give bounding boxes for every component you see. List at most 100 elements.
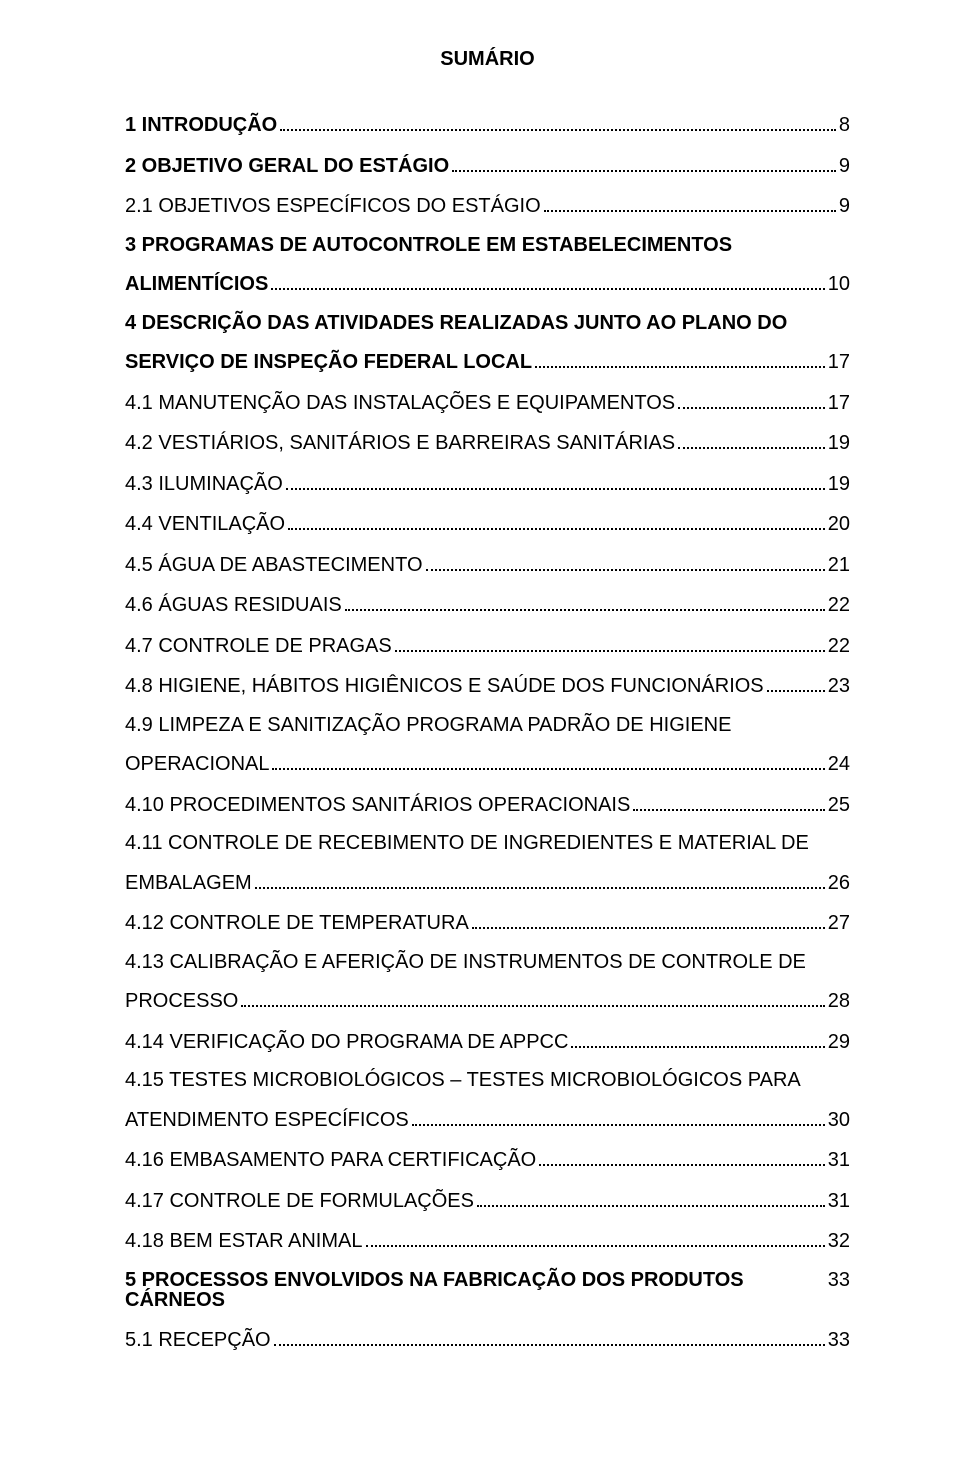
table-of-contents: 1 INTRODUÇÃO 8 2 OBJETIVO GERAL DO ESTÁGIO… [125,113,850,1350]
toc-entry-label: 4.12 CONTROLE DE TEMPERATURA [125,913,469,933]
toc-entry-label: 4.9 LIMPEZA E SANITIZAÇÃO PROGRAMA PADRÃ… [125,714,731,736]
toc-entry-page: 23 [828,676,850,696]
toc-entry-label: 4.10 PROCEDIMENTOS SANITÁRIOS OPERACIONA… [125,795,630,815]
toc-leader [255,871,825,889]
toc-entry-page: 8 [839,115,850,135]
toc-entry-page: 9 [839,196,850,216]
toc-leader [539,1148,825,1166]
toc-entry-cont-label: OPERACIONAL [125,754,269,774]
toc-leader [412,1108,825,1126]
toc-entry-label: 4.18 BEM ESTAR ANIMAL [125,1231,363,1251]
toc-entry: 4.14 VERIFICAÇÃO DO PROGRAMA DE APPCC 29 [125,1030,850,1052]
toc-entry: 4.12 CONTROLE DE TEMPERATURA27 [125,911,850,933]
toc-entry-page: 17 [828,393,850,413]
toc-leader [280,113,836,131]
toc-leader [274,1328,825,1346]
toc-entry-page: 30 [828,1110,850,1130]
toc-leader [633,793,824,811]
toc-entry-cont-label: ALIMENTÍCIOS [125,274,268,294]
toc-entry-page: 22 [828,636,850,656]
toc-entry: 2 OBJETIVO GERAL DO ESTÁGIO 9 [125,154,850,176]
toc-entry: 4.18 BEM ESTAR ANIMAL 32 [125,1229,850,1251]
toc-entry-continuation: SERVIÇO DE INSPEÇÃO FEDERAL LOCAL17 [125,350,850,372]
toc-entry: 4.8 HIGIENE, HÁBITOS HIGIÊNICOS E SAÚDE … [125,674,850,696]
toc-leader [345,593,825,611]
toc-entry: 4.11 CONTROLE DE RECEBIMENTO DE INGREDIE… [125,833,850,853]
toc-entry-page: 20 [828,514,850,534]
toc-entry: 4.4 VENTILAÇÃO20 [125,512,850,534]
toc-entry-label: 5 PROCESSOS ENVOLVIDOS NA FABRICAÇÃO DOS… [125,1270,822,1310]
toc-entry-page: 33 [828,1330,850,1350]
toc-entry-page: 10 [828,274,850,294]
toc-leader [571,1030,824,1048]
toc-entry-label: 4.14 VERIFICAÇÃO DO PROGRAMA DE APPCC [125,1032,568,1052]
toc-entry: 4.7 CONTROLE DE PRAGAS 22 [125,634,850,656]
toc-entry-page: 22 [828,595,850,615]
toc-entry-page: 29 [828,1032,850,1052]
toc-entry: 4.6 ÁGUAS RESIDUAIS 22 [125,593,850,615]
toc-entry-cont-label: ATENDIMENTO ESPECÍFICOS [125,1110,409,1130]
toc-entry: 4.9 LIMPEZA E SANITIZAÇÃO PROGRAMA PADRÃ… [125,715,850,735]
toc-entry: 4.16 EMBASAMENTO PARA CERTIFICAÇÃO 31 [125,1148,850,1170]
toc-entry-label: 4.1 MANUTENÇÃO DAS INSTALAÇÕES E EQUIPAM… [125,393,675,413]
toc-entry-cont-label: EMBALAGEM [125,873,252,893]
toc-entry-label: 2.1 OBJETIVOS ESPECÍFICOS DO ESTÁGIO [125,196,541,216]
toc-entry: 5 PROCESSOS ENVOLVIDOS NA FABRICAÇÃO DOS… [125,1270,850,1310]
toc-entry-continuation: ALIMENTÍCIOS 10 [125,272,850,294]
toc-entry-label: 4.13 CALIBRAÇÃO E AFERIÇÃO DE INSTRUMENT… [125,951,806,973]
toc-entry: 4.17 CONTROLE DE FORMULAÇÕES 31 [125,1189,850,1211]
toc-leader [535,350,825,368]
toc-entry-page: 28 [828,991,850,1011]
toc-entry-label: 4.2 VESTIÁRIOS, SANITÁRIOS E BARREIRAS S… [125,433,675,453]
toc-entry-page: 21 [828,555,850,575]
toc-entry: 4.13 CALIBRAÇÃO E AFERIÇÃO DE INSTRUMENT… [125,952,850,972]
toc-entry-page: 24 [828,754,850,774]
toc-entry-label: 3 PROGRAMAS DE AUTOCONTROLE EM ESTABELEC… [125,234,732,256]
toc-entry-continuation: EMBALAGEM 26 [125,871,850,893]
toc-entry-label: 4.6 ÁGUAS RESIDUAIS [125,595,342,615]
toc-entry: 3 PROGRAMAS DE AUTOCONTROLE EM ESTABELEC… [125,235,850,255]
toc-entry-cont-label: PROCESSO [125,991,238,1011]
toc-leader [288,512,825,530]
toc-entry: 4 DESCRIÇÃO DAS ATIVIDADES REALIZADAS JU… [125,313,850,333]
toc-entry: 4.3 ILUMINAÇÃO 19 [125,472,850,494]
toc-entry-label: 4.5 ÁGUA DE ABASTECIMENTO [125,555,423,575]
toc-leader [477,1189,825,1207]
toc-entry-page: 31 [828,1150,850,1170]
toc-entry-page: 25 [828,795,850,815]
toc-entry-label: 4 DESCRIÇÃO DAS ATIVIDADES REALIZADAS JU… [125,312,787,334]
toc-entry-label: 4.7 CONTROLE DE PRAGAS [125,636,392,656]
toc-entry-continuation: ATENDIMENTO ESPECÍFICOS 30 [125,1108,850,1130]
toc-entry-label: 1 INTRODUÇÃO [125,115,277,135]
toc-entry: 4.15 TESTES MICROBIOLÓGICOS – TESTES MIC… [125,1070,850,1090]
toc-entry-label: 4.3 ILUMINAÇÃO [125,474,283,494]
toc-entry-page: 19 [828,474,850,494]
toc-leader [472,911,825,929]
toc-entry: 5.1 RECEPÇÃO33 [125,1328,850,1350]
toc-entry-label: 2 OBJETIVO GERAL DO ESTÁGIO [125,156,449,176]
toc-entry: 4.10 PROCEDIMENTOS SANITÁRIOS OPERACIONA… [125,793,850,815]
toc-entry-label: 4.11 CONTROLE DE RECEBIMENTO DE INGREDIE… [125,832,809,854]
toc-entry: 4.1 MANUTENÇÃO DAS INSTALAÇÕES E EQUIPAM… [125,391,850,413]
toc-entry-page: 26 [828,873,850,893]
toc-entry-page: 19 [828,433,850,453]
toc-leader [678,431,825,449]
toc-leader [767,674,825,692]
toc-entry-continuation: OPERACIONAL 24 [125,752,850,774]
toc-leader [395,634,825,652]
toc-leader [241,989,824,1007]
page-title: SUMÁRIO [125,48,850,71]
toc-leader [544,194,836,212]
toc-entry-label: 4.17 CONTROLE DE FORMULAÇÕES [125,1191,474,1211]
toc-entry-label: 4.16 EMBASAMENTO PARA CERTIFICAÇÃO [125,1150,536,1170]
toc-leader [271,272,824,290]
toc-entry-label: 4.8 HIGIENE, HÁBITOS HIGIÊNICOS E SAÚDE … [125,676,764,696]
toc-leader [426,553,825,571]
toc-leader [366,1229,825,1247]
toc-entry-page: 9 [839,156,850,176]
toc-entry: 4.5 ÁGUA DE ABASTECIMENTO 21 [125,553,850,575]
toc-entry-page: 31 [828,1191,850,1211]
toc-leader [678,391,825,409]
toc-entry-page: 17 [828,352,850,372]
toc-entry-page: 32 [828,1231,850,1251]
